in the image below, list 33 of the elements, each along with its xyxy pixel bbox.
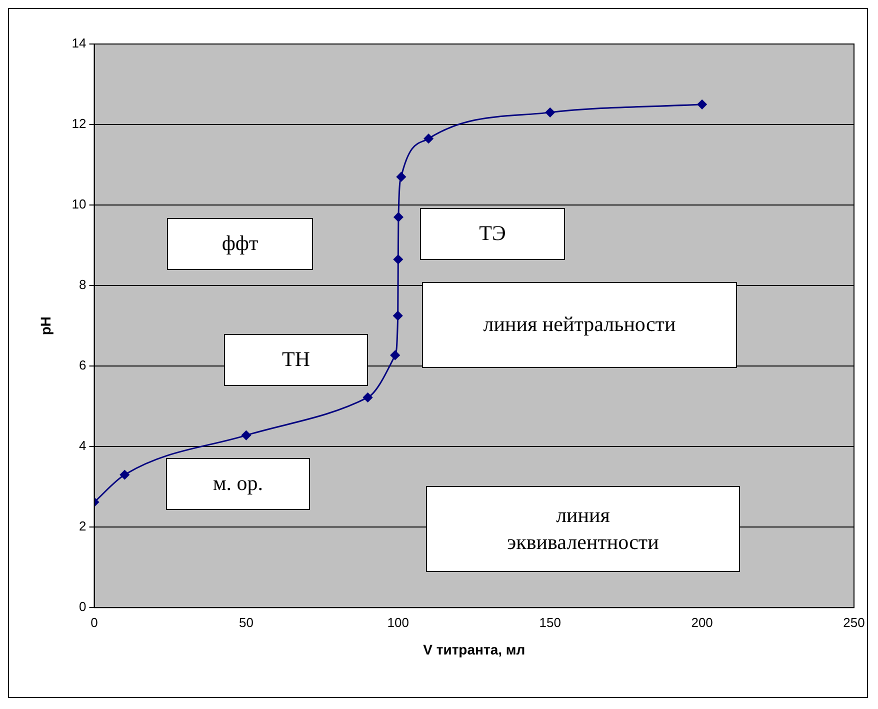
y-tick-label: 10: [72, 196, 86, 212]
y-axis-title: pH: [37, 316, 54, 336]
y-tick-label: 8: [79, 277, 86, 292]
x-tick-label: 150: [539, 614, 561, 630]
point: [241, 430, 251, 440]
point: [396, 172, 406, 182]
point: [363, 392, 373, 402]
text-box: ТЭ: [420, 208, 565, 260]
y-tick-label: 2: [79, 518, 86, 534]
text-box: ффт: [167, 218, 313, 270]
point: [545, 108, 555, 118]
x-axis-title: V титранта, мл: [423, 641, 526, 658]
y-tick-label: 6: [79, 358, 86, 373]
y-tick-label: 12: [72, 116, 86, 132]
x-tick-label: 50: [238, 614, 254, 630]
point: [697, 100, 707, 110]
x-tick-label: 100: [387, 614, 410, 630]
y-tick-label: 4: [79, 438, 86, 454]
point: [120, 470, 130, 480]
point: [393, 254, 403, 264]
text-box: ТН: [224, 334, 368, 386]
text-box: линия нейтральности: [422, 282, 737, 368]
point: [393, 310, 403, 320]
point: [390, 350, 400, 360]
y-tick-label: 0: [79, 599, 86, 614]
y-tick-label: 14: [72, 36, 86, 51]
x-tick-label: 0: [90, 614, 98, 630]
x-tick-label: 250: [843, 614, 865, 630]
point: [394, 212, 404, 222]
x-tick-label: 200: [691, 614, 713, 630]
text-box: м. ор.: [166, 458, 310, 510]
point: [424, 134, 434, 144]
text-box: линия эквивалентности: [426, 486, 740, 572]
